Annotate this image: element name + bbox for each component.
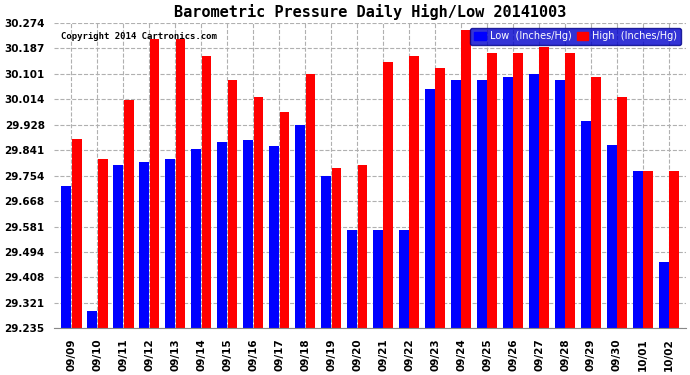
Bar bbox=[384, 62, 393, 328]
Bar bbox=[87, 311, 97, 328]
Bar bbox=[150, 39, 159, 328]
Bar bbox=[607, 144, 617, 328]
Bar bbox=[581, 121, 591, 328]
Bar bbox=[124, 100, 133, 328]
Bar bbox=[618, 98, 627, 328]
Bar bbox=[295, 125, 305, 328]
Bar bbox=[321, 176, 331, 328]
Bar bbox=[331, 168, 342, 328]
Bar bbox=[503, 77, 513, 328]
Bar bbox=[176, 39, 186, 328]
Bar bbox=[306, 74, 315, 328]
Bar bbox=[243, 140, 253, 328]
Bar bbox=[269, 146, 279, 328]
Bar bbox=[435, 68, 445, 328]
Bar bbox=[98, 159, 108, 328]
Legend: Low  (Inches/Hg), High  (Inches/Hg): Low (Inches/Hg), High (Inches/Hg) bbox=[471, 28, 681, 45]
Bar bbox=[61, 186, 71, 328]
Bar bbox=[357, 165, 367, 328]
Bar bbox=[409, 56, 420, 328]
Bar bbox=[139, 162, 149, 328]
Bar bbox=[540, 47, 549, 328]
Bar bbox=[659, 262, 669, 328]
Bar bbox=[191, 149, 201, 328]
Bar bbox=[347, 230, 357, 328]
Bar bbox=[643, 171, 653, 328]
Bar bbox=[669, 171, 679, 328]
Bar bbox=[373, 230, 383, 328]
Bar bbox=[399, 230, 408, 328]
Title: Barometric Pressure Daily High/Low 20141003: Barometric Pressure Daily High/Low 20141… bbox=[174, 4, 566, 20]
Bar bbox=[529, 74, 539, 328]
Bar bbox=[217, 142, 227, 328]
Text: Copyright 2014 Cartronics.com: Copyright 2014 Cartronics.com bbox=[61, 32, 217, 41]
Bar bbox=[591, 77, 601, 328]
Bar bbox=[279, 112, 289, 328]
Bar bbox=[555, 80, 564, 328]
Bar bbox=[451, 80, 461, 328]
Bar bbox=[165, 159, 175, 328]
Bar bbox=[633, 171, 642, 328]
Bar bbox=[253, 98, 264, 328]
Bar bbox=[72, 139, 81, 328]
Bar bbox=[201, 56, 211, 328]
Bar bbox=[425, 88, 435, 328]
Bar bbox=[513, 53, 523, 328]
Bar bbox=[462, 30, 471, 328]
Bar bbox=[477, 80, 486, 328]
Bar bbox=[113, 165, 123, 328]
Bar bbox=[565, 53, 575, 328]
Bar bbox=[487, 53, 497, 328]
Bar bbox=[228, 80, 237, 328]
